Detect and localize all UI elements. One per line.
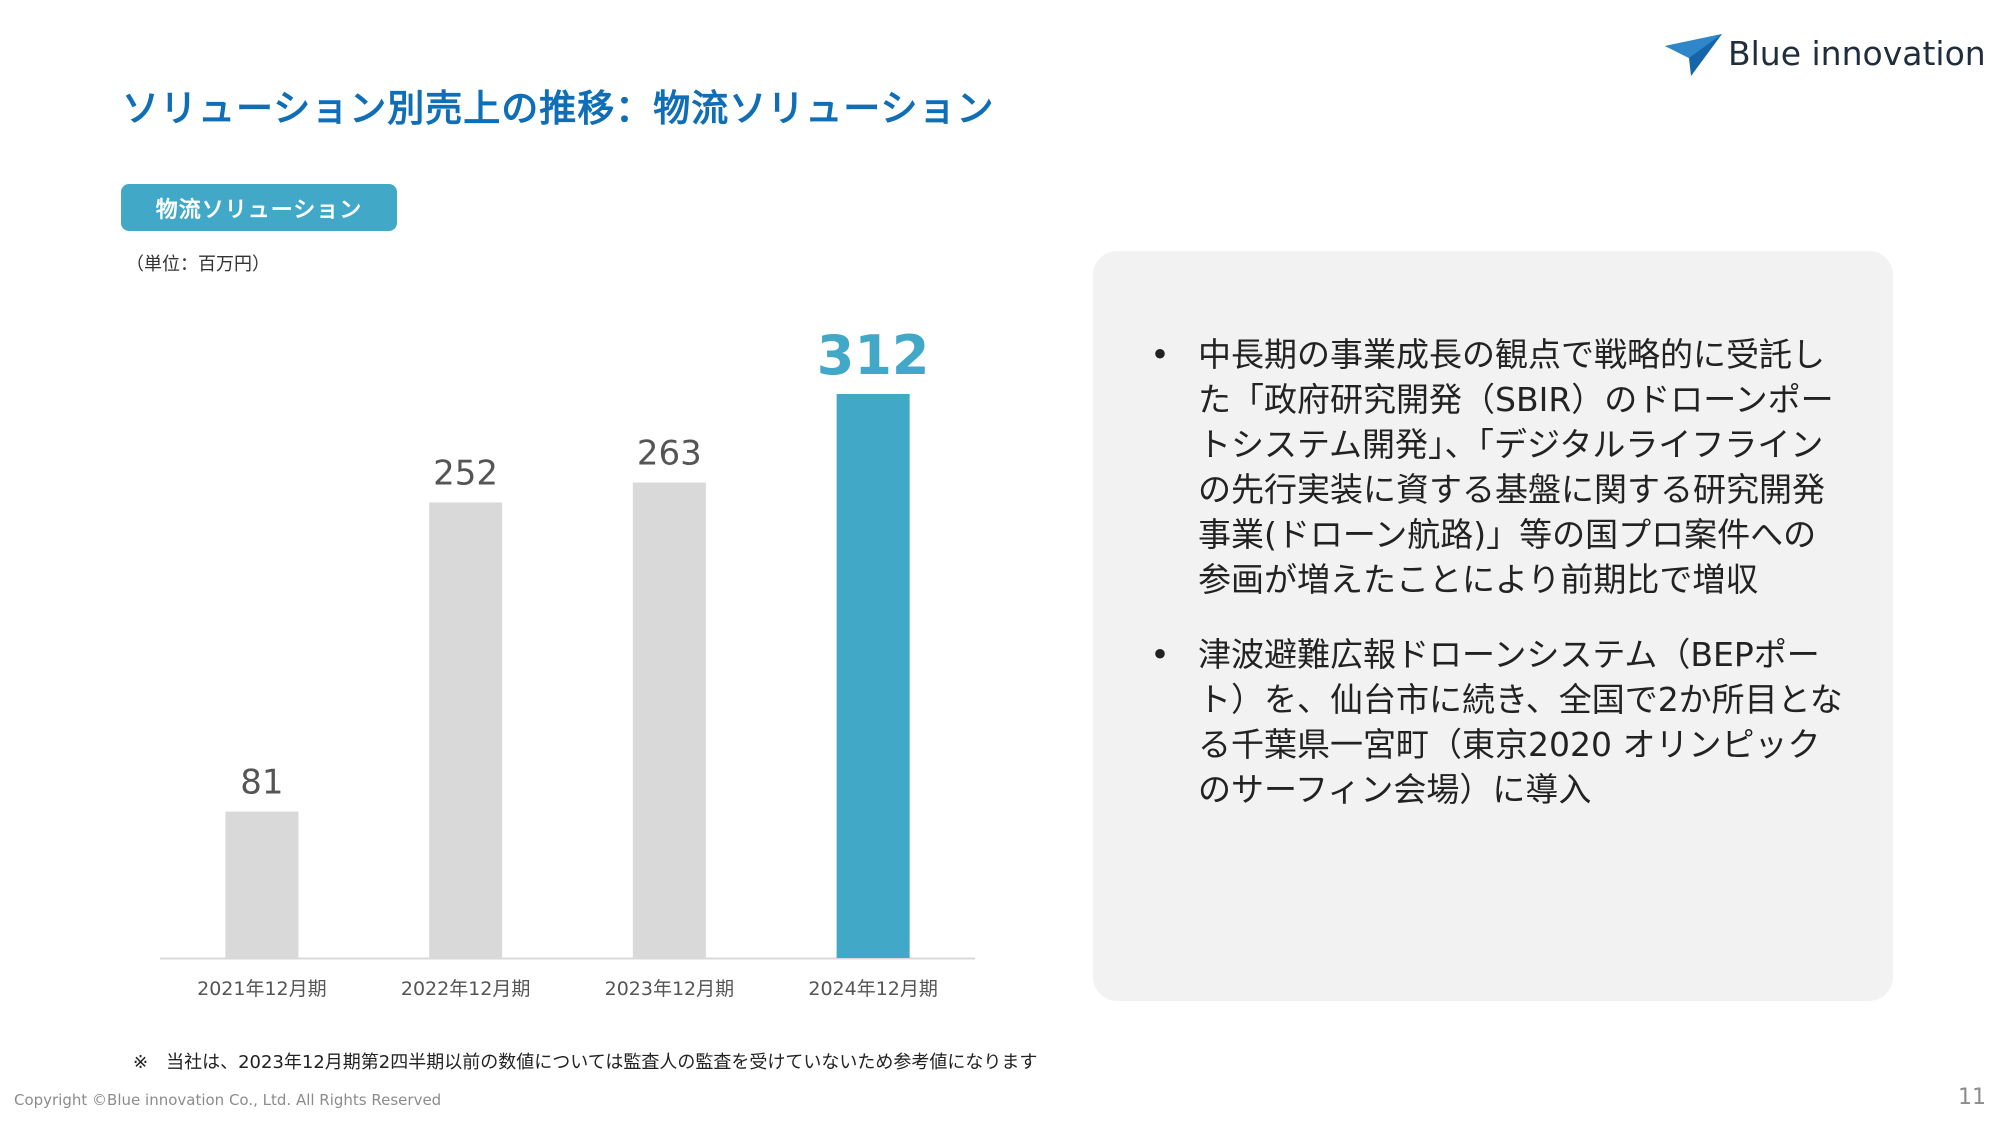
x-tick-label: 2024年12月期 [808,978,938,1000]
unit-note: （単位：百万円） [126,254,270,275]
copyright: Copyright ©Blue innovation Co., Ltd. All… [14,1091,442,1109]
page-number: 11 [1958,1085,1986,1110]
brand-logo: Blue innovation [1665,30,1986,80]
commentary-panel [1093,251,1893,1001]
x-tick-label: 2023年12月期 [605,978,735,1000]
page-title: ソリューション別売上の推移：物流ソリューション [122,87,995,130]
bar-2024年12月期 [836,394,910,958]
x-tick-label: 2021年12月期 [197,978,327,1000]
revenue-bar-chart: 81 2021年12月期 252 2022年12月期 263 2023年12月期 312 20… [150,290,990,1010]
bullet-text: 津波避難広報ドローンシステム（BEPポート）を、仙台市に続き、全国で2か所目とな… [1198,635,1843,809]
data-label: 312 [817,324,930,387]
chart-svg: 81 2021年12月期 252 2022年12月期 263 2023年12月期 312 20… [160,324,975,1000]
bar-2023年12月期 [632,482,706,958]
footnote: ※ 当社は、2023年12月期第2四半期以前の数値については監査人の監査を受けて… [133,1052,1038,1073]
bar-2022年12月期 [429,502,503,958]
x-tick-label: 2022年12月期 [401,978,531,1000]
logo-mark-icon [1665,34,1722,76]
commentary-bullet: • 中長期の事業成長の観点で戦略的に受託した「政府研究開発（SBIR）のドローン… [1148,332,1848,602]
bullet-dot: • [1150,635,1170,674]
commentary-list: • 中長期の事業成長の観点で戦略的に受託した「政府研究開発（SBIR）のドローン… [1148,332,1848,842]
bullet-text: 中長期の事業成長の観点で戦略的に受託した「政府研究開発（SBIR）のドローンポー… [1198,335,1834,599]
bullet-dot: • [1150,335,1170,374]
commentary-bullet: • 津波避難広報ドローンシステム（BEPポート）を、仙台市に続き、全国で2か所目… [1148,632,1848,812]
data-label: 263 [637,434,702,474]
data-label: 252 [433,453,498,493]
segment-badge: 物流ソリューション [121,184,397,231]
bar-2021年12月期 [225,811,299,958]
data-label: 81 [240,763,283,803]
logo-text: Blue innovation [1728,34,1986,73]
